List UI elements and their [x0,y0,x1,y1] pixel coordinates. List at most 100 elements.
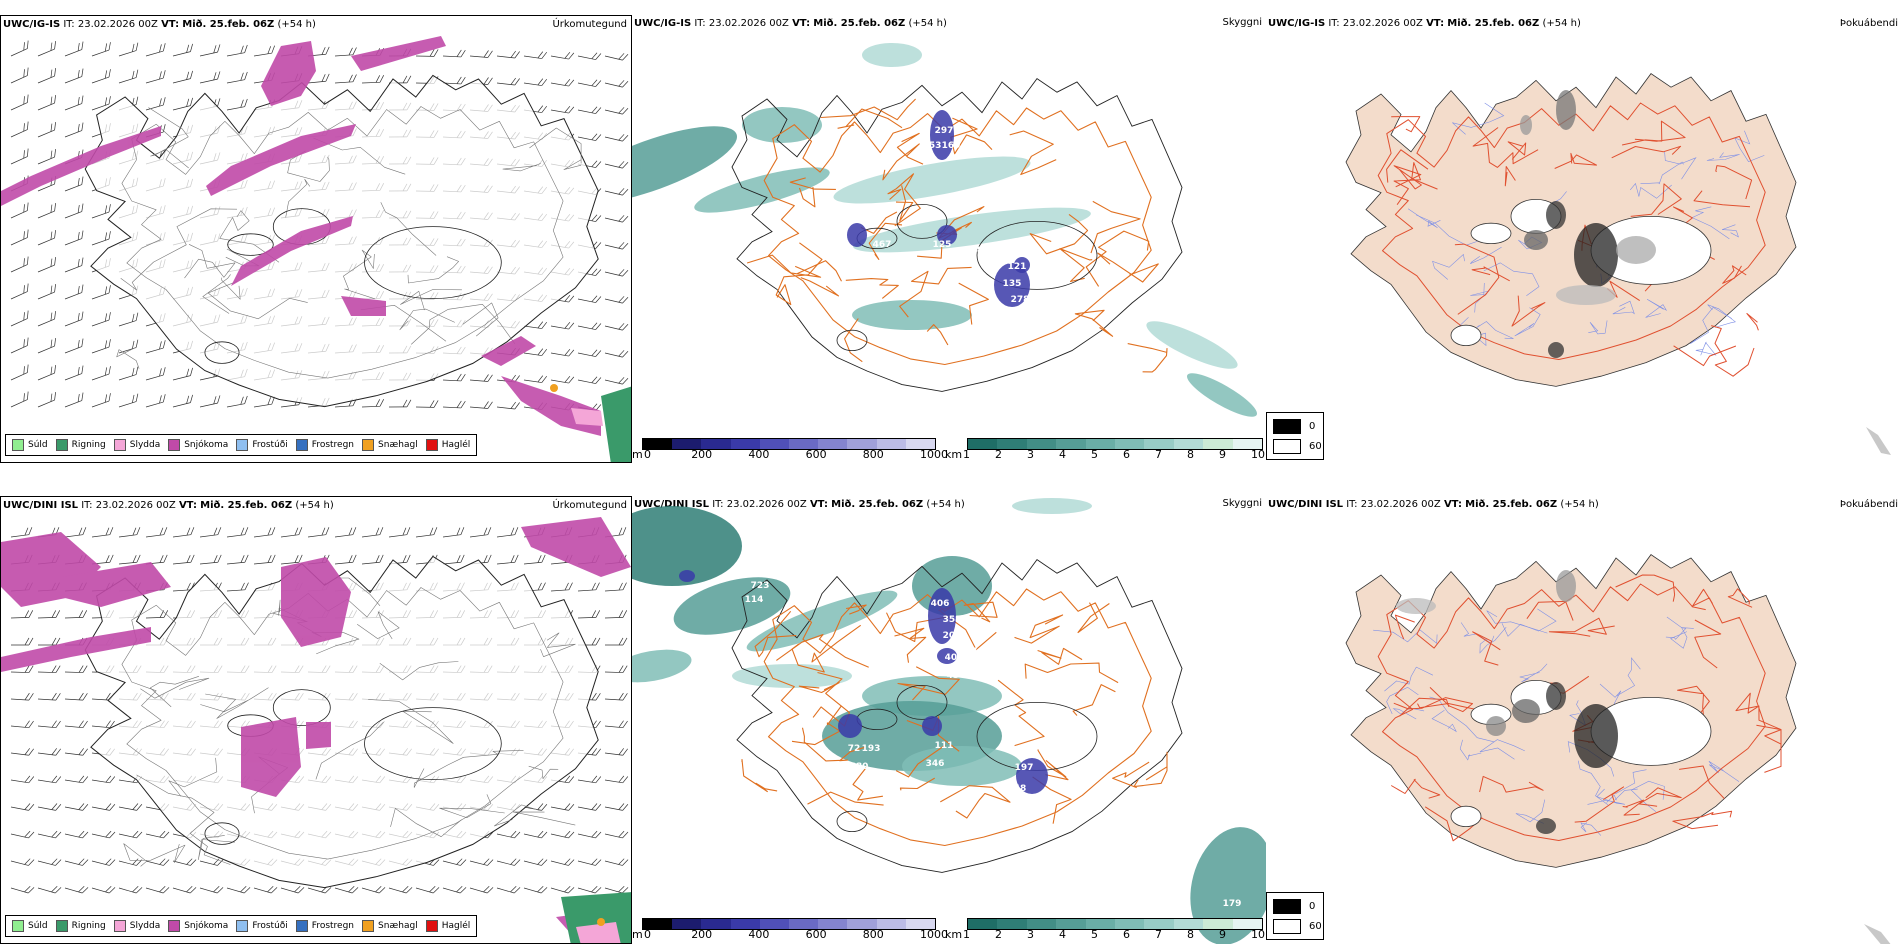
visibility-colorbar-2: km 1 2 3 4 5 6 7 8 9 10 [945,916,1265,942]
cloud-base-areas [847,110,1030,307]
legend-item-snjókoma: Snjókoma [168,439,228,451]
fog-swatch-60 [1273,439,1301,454]
legend-label: Súld [28,921,48,931]
precip-legend: Súld Rigning Slydda Snjókoma Frostúði Frostre… [5,434,478,456]
legend-label: Snæhagl [378,921,418,931]
legend-item-snæhagl: Snæhagl [362,920,418,932]
visibility-value: 744 [753,563,772,573]
panel-header: UWC/DINI ISL IT: 23.02.2026 00Z VT: Mið.… [634,499,965,510]
legend-item-snæhagl: Snæhagl [362,439,418,451]
visibility-colorbar-1: km 1 2 3 4 5 6 7 8 9 10 [945,436,1265,462]
visibility-tick: 2 [995,448,1002,461]
legend-swatch [113,439,126,451]
fog-label-0: 0 [1309,901,1316,912]
ceiling-tick: 600 [805,928,827,941]
sleet-area [571,408,603,426]
visibility-value: 179 [1223,899,1242,909]
fog-swatch-0 [1273,419,1301,434]
ceiling-tick: 800 [862,928,884,941]
ceiling-tick: 0 [644,928,651,941]
visibility-value: 406 [931,599,950,609]
legend-label: Súld [28,440,48,450]
legend-swatch [295,920,308,932]
visibility-value: 111 [935,741,954,751]
fog-legend-1: 0 60 [1266,412,1324,460]
fog-swatch-60 [1273,919,1301,934]
visibility-value-labels: 297 153 169 03 467 125 186 121 135 278 [836,126,1030,305]
fog-panel-2: UWC/DINI ISL IT: 23.02.2026 00Z VT: Mið.… [1266,496,1900,944]
coastline [731,77,1183,392]
legend-label: Rigning [71,921,106,931]
visibility-unit: km [945,448,963,461]
panel-title: Skyggni [1222,17,1262,28]
fog-index-areas [1396,570,1618,834]
road-network [116,106,582,379]
visibility-tick: 9 [1219,928,1226,941]
legend-label: Frostregn [311,921,355,931]
visibility-value: 358 [943,615,962,625]
precip-type-panel-2: UWC/DINI ISL IT: 23.02.2026 00Z VT: Mið.… [0,496,632,944]
sleet-area [576,922,621,943]
visibility-tick: 5 [1091,448,1098,461]
precip-type-panel-1: UWC/IG-IS IT: 23.02.2026 00Z VT: Mið. 25… [0,15,632,463]
visibility-value: 153 [923,141,942,151]
legend-item-súld: Súld [12,439,48,451]
legend-label: Haglél [441,921,471,931]
ceiling-tick: 400 [748,928,770,941]
ceiling-tick: 400 [748,448,770,461]
legend-swatch [168,439,181,451]
ceiling-unit: m [632,448,643,461]
legend-label: Frostúði [252,921,288,931]
visibility-tick: 4 [1059,928,1066,941]
road-network [741,588,1168,847]
visibility-tick: 8 [1187,448,1194,461]
legend-item-slydda: Slydda [113,439,160,451]
ceiling-tick: 0 [644,448,651,461]
fog-swatch-0 [1273,899,1301,914]
legend-item-haglél: Haglél [425,439,470,451]
visibility-tick: 3 [1027,448,1034,461]
ceiling-tick: 600 [805,448,827,461]
fog-label-0: 0 [1309,421,1316,432]
visibility-tick: 4 [1059,448,1066,461]
visibility-tick: 7 [1155,448,1162,461]
visibility-value: 205 [943,631,962,641]
visibility-value: 278 [1011,295,1030,305]
visibility-tick: 10 [1251,928,1265,941]
ceiling-tick: 1000 [920,448,948,461]
panel-header: UWC/IG-IS IT: 23.02.2026 00Z VT: Mið. 25… [1268,18,1581,29]
legend-swatch [425,920,438,932]
rain-area [601,386,631,462]
panel-title: Þokuábendi [1839,18,1898,29]
ceiling-tick: 200 [691,448,713,461]
precip-map-1 [1,36,631,462]
legend-label: Snjókoma [184,921,229,931]
visibility-tick: 9 [1219,448,1226,461]
legend-item-frostregn: Frostregn [295,920,355,932]
fog-legend-2: 0 60 [1266,892,1324,940]
visibility-value: 408 [945,653,964,663]
visibility-value: 197 [1015,763,1034,773]
snow-pellets-spot [597,918,605,926]
legend-swatch [55,920,68,932]
fog-label-60: 60 [1309,921,1322,932]
visibility-tick: 7 [1155,928,1162,941]
legend-item-súld: Súld [12,920,48,932]
ceiling-tick: 800 [862,448,884,461]
visibility-panel-2: UWC/DINI ISL IT: 23.02.2026 00Z VT: Mið.… [632,496,1266,944]
legend-label: Snjókoma [184,440,229,450]
panel-title: Þokuábendi [1839,499,1898,510]
visibility-value: 367 [959,647,978,657]
legend-swatch [12,439,24,451]
fog-map-2 [1345,554,1891,944]
legend-item-frostregn: Frostregn [295,439,354,451]
visibility-value: 125 [933,240,952,250]
legend-swatch [236,439,249,451]
fog-map-1 [1345,73,1891,455]
coastline [731,558,1183,873]
visibility-tick: 2 [995,928,1002,941]
snow-areas [1,36,601,436]
offshore-fog [1866,427,1891,455]
visibility-value: 114 [745,595,764,605]
panel-header: UWC/IG-IS IT: 23.02.2026 00Z VT: Mið. 25… [3,19,316,30]
